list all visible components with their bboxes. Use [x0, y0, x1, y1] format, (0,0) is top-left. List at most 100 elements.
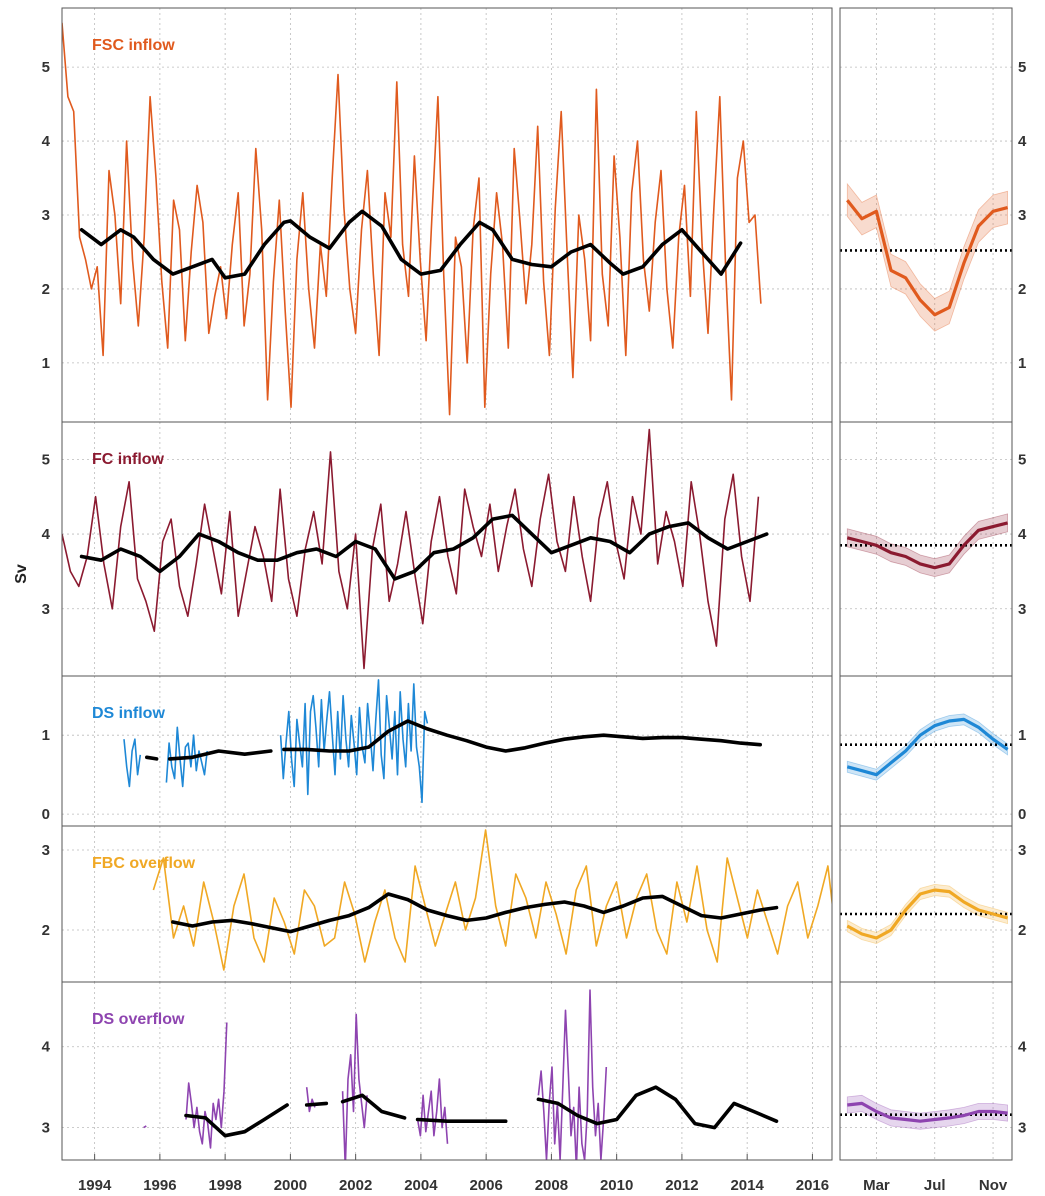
series-line — [143, 1125, 147, 1129]
chart-panels: 1 1 2 2 3 3 4 4 5 5 FSC inflow 3 3 4 4 5 5 FC inflow 0 0 1 1 D… — [42, 7, 1027, 1194]
panel-fc-inflow: 3 3 4 4 5 5 FC inflow — [42, 421, 1027, 677]
series-line — [537, 989, 608, 1160]
climatology-line — [846, 199, 1008, 317]
trend-line — [304, 1101, 329, 1107]
climatology-area — [840, 1094, 1012, 1130]
y-tick-label: 5 — [42, 59, 50, 76]
trend-line — [184, 1103, 289, 1138]
climatology-band — [846, 182, 1008, 332]
y-tick-label: 5 — [1018, 451, 1026, 468]
x-tick-label: 2002 — [339, 1177, 372, 1194]
y-tick-label: 3 — [42, 1120, 50, 1137]
series-area — [62, 428, 769, 670]
x-tick-label: 2010 — [600, 1177, 633, 1194]
series-line — [62, 22, 762, 416]
y-tick-label: 5 — [42, 451, 50, 468]
trend-line — [415, 1117, 508, 1123]
y-tick-label: 4 — [1018, 133, 1027, 150]
panel-ds-overflow: 3 3 4 4 DS overflow — [42, 981, 1027, 1161]
panel-ds-inflow: 0 0 1 1 DS inflow — [42, 675, 1026, 827]
panel-fsc-inflow: 1 1 2 2 3 3 4 4 5 5 FSC inflow — [42, 7, 1027, 423]
series-area — [143, 989, 779, 1160]
x-tick-label: 1998 — [208, 1177, 241, 1194]
y-tick-label: 2 — [1018, 922, 1026, 939]
panel-frame — [61, 981, 833, 1161]
x-tick-label: 2008 — [535, 1177, 568, 1194]
series-label: FBC overflow — [92, 855, 196, 872]
series-line — [62, 428, 760, 670]
panel-fbc-overflow: 2 2 3 3 FBC overflow — [42, 825, 1026, 983]
x-tick-label: 1996 — [143, 1177, 176, 1194]
series-line — [416, 1078, 449, 1144]
series-line — [152, 829, 832, 971]
season-tick-label: Nov — [979, 1177, 1008, 1194]
series-line — [185, 1022, 228, 1149]
climatology-band — [846, 713, 1008, 781]
x-tick-label: 2006 — [469, 1177, 502, 1194]
y-axis-label: Sv — [13, 564, 30, 584]
y-tick-label: 4 — [1018, 526, 1027, 543]
series-label: FSC inflow — [92, 37, 175, 54]
y-tick-label: 1 — [1018, 355, 1026, 372]
season-frame — [839, 675, 1013, 827]
climatology-line — [846, 888, 1009, 940]
y-tick-label: 4 — [42, 1039, 51, 1056]
series-label: DS overflow — [92, 1011, 185, 1028]
x-tick-label: 2014 — [730, 1177, 764, 1194]
climatology-line — [846, 521, 1008, 570]
climatology-area — [840, 513, 1012, 578]
series-line — [341, 1013, 368, 1160]
x-tick-label: 1994 — [78, 1177, 112, 1194]
season-tick-label: Jul — [924, 1177, 946, 1194]
y-tick-label: 3 — [1018, 842, 1026, 859]
x-tick-label: 2012 — [665, 1177, 698, 1194]
y-tick-label: 3 — [42, 601, 50, 618]
trend-line — [167, 749, 273, 761]
climatology-line — [847, 1101, 1008, 1123]
y-tick-label: 2 — [1018, 281, 1026, 298]
panel-frame — [61, 675, 833, 827]
series-line — [123, 738, 142, 788]
climatology-area — [840, 713, 1012, 781]
x-tick-label: 2016 — [796, 1177, 829, 1194]
trend-line — [79, 209, 743, 280]
y-tick-label: 3 — [42, 207, 50, 224]
climatology-area — [840, 883, 1012, 945]
y-tick-label: 4 — [42, 133, 51, 150]
trend-line — [282, 719, 762, 753]
climatology-area — [840, 182, 1012, 332]
series-line — [305, 1087, 316, 1113]
trend-line — [536, 1085, 779, 1130]
season-frame — [839, 825, 1013, 983]
y-tick-label: 2 — [42, 281, 50, 298]
series-label: FC inflow — [92, 451, 165, 468]
trend-line — [79, 513, 769, 581]
climatology-line — [846, 717, 1009, 777]
trend-line — [145, 755, 159, 761]
y-tick-label: 3 — [1018, 601, 1026, 618]
y-tick-label: 2 — [42, 922, 50, 939]
y-tick-label: 1 — [42, 727, 50, 744]
y-tick-label: 1 — [1018, 727, 1026, 744]
trend-line — [340, 1093, 407, 1120]
y-tick-label: 5 — [1018, 59, 1026, 76]
series-area — [152, 829, 832, 971]
y-tick-label: 4 — [1018, 1039, 1027, 1056]
climatology-band — [846, 883, 1008, 945]
x-tick-label: 2004 — [404, 1177, 438, 1194]
y-tick-label: 1 — [42, 355, 50, 372]
series-line — [279, 679, 429, 804]
series-label: DS inflow — [92, 705, 165, 722]
trend-line — [171, 892, 779, 934]
y-tick-label: 3 — [42, 842, 50, 859]
season-tick-label: Mar — [863, 1177, 890, 1194]
series-area — [62, 22, 762, 416]
x-tick-label: 2000 — [274, 1177, 307, 1194]
x-axis: 1994 1996 1998 2000 2002 2004 2006 2008 2010 2012… — [78, 1154, 1008, 1194]
season-frame — [839, 981, 1013, 1161]
series-area — [123, 679, 762, 804]
y-tick-label: 3 — [1018, 1120, 1026, 1137]
climatology-band — [846, 1094, 1008, 1130]
y-tick-label: 3 — [1018, 207, 1026, 224]
